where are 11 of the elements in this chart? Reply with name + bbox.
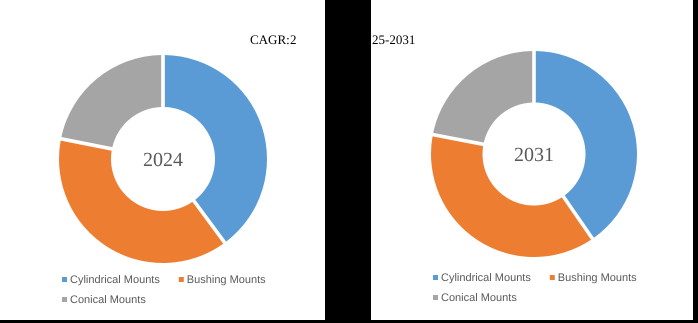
text: 25-2031	[372, 32, 416, 47]
legend-label: Cylindrical Mounts	[70, 274, 160, 286]
text: 2024	[143, 149, 183, 171]
legend-label: Bushing Mounts	[186, 274, 266, 286]
legend-label: Cylindrical Mounts	[441, 272, 532, 284]
legend-label: Conical Mounts	[441, 292, 518, 304]
legend-label: Bushing Mounts	[558, 272, 638, 284]
legend-label: Conical Mounts	[70, 294, 146, 306]
text: 2031	[514, 144, 554, 166]
text: 2	[290, 32, 296, 47]
text: CAGR:	[250, 32, 290, 47]
